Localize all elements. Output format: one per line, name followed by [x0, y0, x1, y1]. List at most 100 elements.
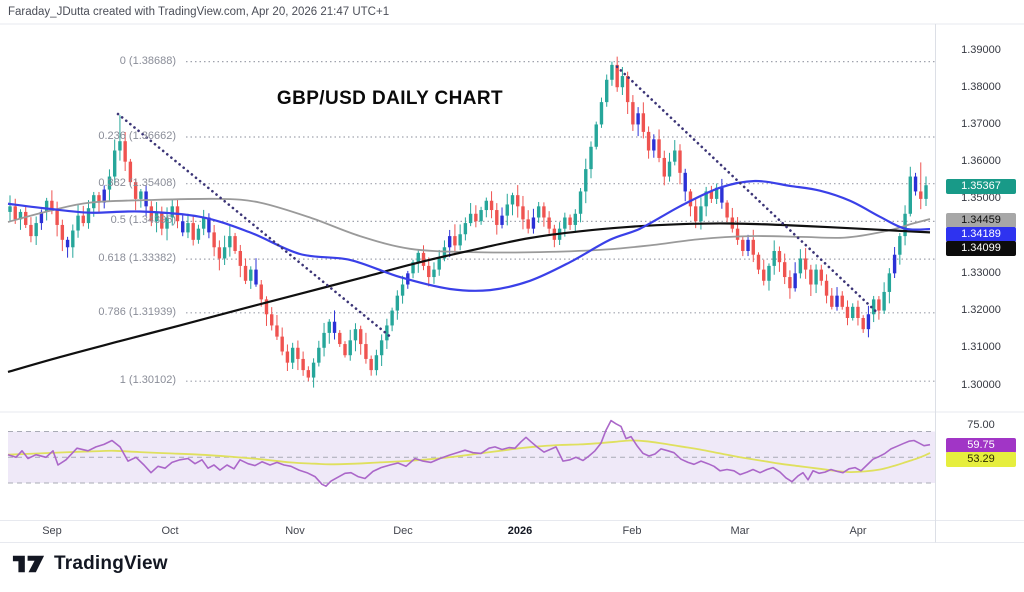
candle-body — [479, 210, 483, 222]
candle-body — [809, 269, 813, 285]
candle-body — [704, 191, 708, 207]
candle-body — [620, 76, 625, 88]
candle-body — [798, 258, 803, 274]
trendline-dotted — [615, 65, 879, 314]
candle-body — [458, 234, 462, 246]
candle-body — [594, 124, 598, 147]
candle-body — [44, 200, 49, 212]
candle-body — [290, 347, 295, 363]
candle-body — [824, 280, 829, 296]
candle-body — [641, 113, 646, 132]
candle-body — [851, 306, 855, 318]
candle-body — [8, 206, 12, 212]
candle-body — [364, 344, 368, 359]
fib-label: 0.618 (1.33382) — [98, 252, 176, 265]
time-axis-label[interactable]: Nov — [285, 525, 305, 537]
candle-body — [353, 329, 358, 341]
price-axis-label: 1.32000 — [961, 304, 1001, 317]
candle-body — [699, 206, 703, 222]
candle-body — [306, 370, 311, 378]
candle-body — [186, 223, 190, 233]
candle-body — [154, 211, 159, 222]
time-axis-label[interactable]: Mar — [730, 525, 750, 537]
candle-body — [788, 277, 792, 289]
candle-body — [536, 206, 541, 218]
candle-body — [510, 195, 515, 205]
candle-body — [139, 191, 143, 199]
rsi-badge: 53.29 — [946, 451, 1016, 467]
candle-body — [521, 206, 525, 220]
candle-body — [222, 247, 227, 259]
candle-body — [720, 187, 724, 203]
candle-body — [474, 213, 478, 222]
candle-body — [149, 206, 154, 222]
candle-body — [243, 265, 248, 281]
candle-body — [71, 230, 75, 248]
ma-gray-line — [7, 197, 931, 254]
price-badge: 1.34459 — [946, 212, 1016, 228]
candle-body — [793, 273, 797, 289]
candle-body — [170, 206, 174, 218]
candle-body — [599, 102, 604, 125]
fib-label: 0 (1.38688) — [119, 54, 176, 67]
time-axis-label[interactable]: Apr — [849, 525, 867, 537]
candle-body — [118, 141, 122, 151]
candle-body — [317, 347, 321, 363]
candle-body — [238, 251, 243, 266]
price-axis-label: 1.33000 — [961, 266, 1001, 279]
candle-body — [374, 355, 379, 371]
candle-body — [882, 291, 886, 311]
candle-body — [29, 224, 33, 237]
rsi-axis-label: 75.00 — [967, 419, 995, 431]
candle-body — [531, 217, 536, 229]
price-badge: 1.35367 — [946, 178, 1016, 194]
candle-body — [688, 191, 693, 207]
price-axis-label: 1.38000 — [961, 80, 1001, 93]
candle-body — [144, 191, 148, 207]
fib-label: 1 (1.30102) — [119, 374, 176, 387]
candle-body — [427, 265, 431, 278]
candle-body — [453, 236, 457, 246]
candle-body — [338, 332, 342, 345]
candle-body — [128, 161, 133, 183]
time-axis-label[interactable]: Sep — [42, 525, 62, 537]
candle-body — [856, 306, 860, 318]
candle-body — [871, 299, 876, 315]
candle-body — [516, 195, 520, 207]
time-axis-label[interactable]: Oct — [161, 525, 179, 537]
candle-body — [578, 191, 583, 214]
time-axis-label[interactable]: Feb — [622, 525, 642, 537]
price-badge: 1.34099 — [946, 240, 1016, 256]
candle-body — [683, 172, 687, 192]
fib-label: 0.236 (1.36662) — [98, 130, 176, 143]
candle-body — [463, 223, 468, 235]
candle-body — [390, 310, 394, 326]
candle-body — [751, 239, 755, 255]
candle-body — [18, 211, 23, 220]
candle-body — [709, 191, 714, 199]
time-axis-label[interactable]: 2026 — [507, 525, 533, 537]
candle-body — [358, 329, 363, 345]
candle-body — [259, 284, 263, 300]
candle-body — [233, 236, 237, 251]
candle-body — [714, 187, 719, 199]
candle-body — [610, 64, 614, 80]
time-axis-label[interactable]: Dec — [393, 525, 413, 537]
candle-body — [369, 358, 373, 371]
tradingview-logo[interactable]: TradingView — [12, 553, 168, 575]
candle-body — [693, 206, 698, 222]
candle-body — [636, 113, 640, 125]
candle-body — [107, 176, 112, 190]
candle-body — [908, 176, 912, 214]
candle-body — [892, 254, 897, 274]
tradingview-logo-icon — [12, 555, 45, 573]
candle-body — [24, 211, 28, 225]
candle-body — [542, 206, 546, 218]
candle-body — [652, 139, 656, 151]
candle-body — [741, 239, 745, 251]
candle-body — [547, 217, 551, 229]
trendline-dotted — [116, 112, 394, 340]
candle-body — [327, 321, 331, 333]
candle-body — [673, 150, 677, 162]
